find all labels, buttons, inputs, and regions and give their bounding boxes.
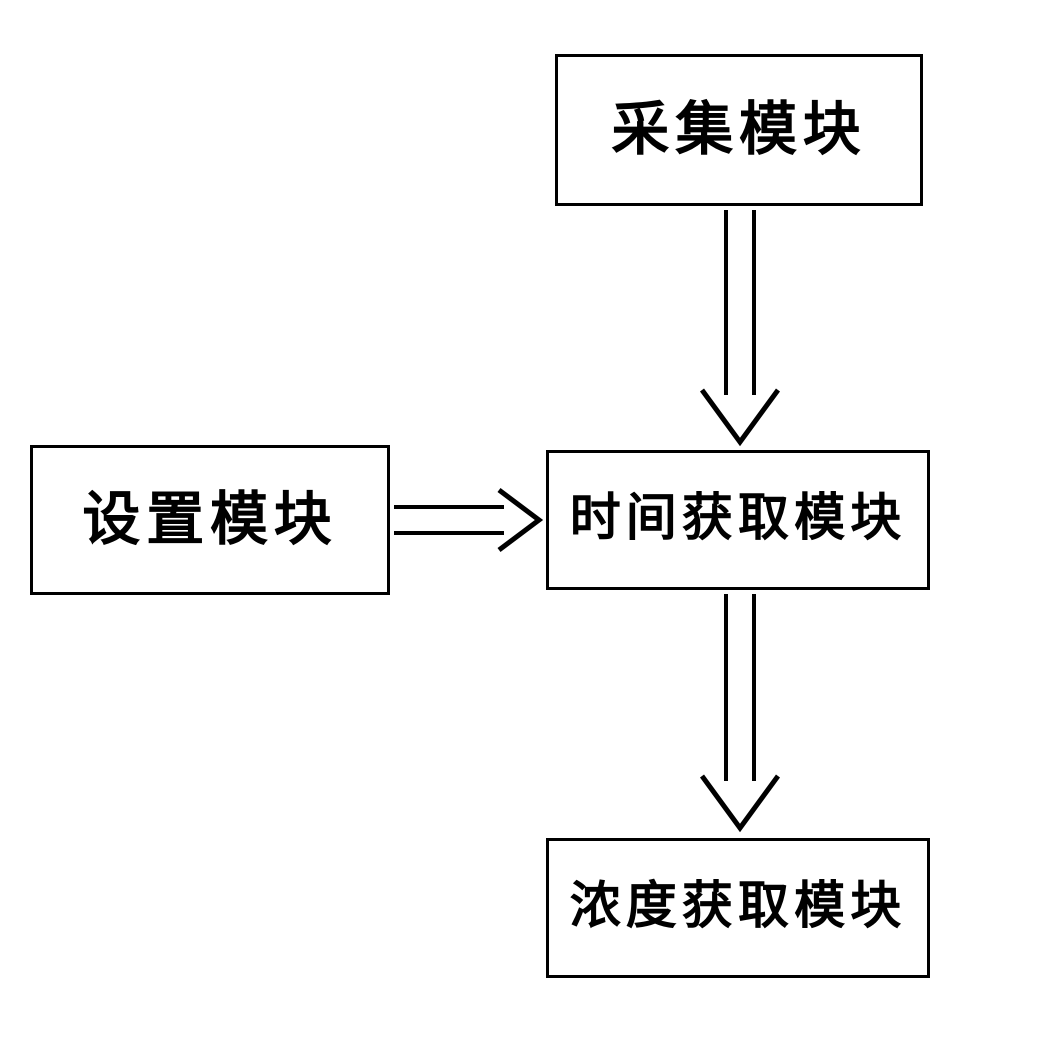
- arrow-collect-to-time: [690, 210, 790, 448]
- collect-module-box: 采集模块: [555, 54, 923, 206]
- concentration-module-box: 浓度获取模块: [546, 838, 930, 978]
- settings-module-box: 设置模块: [30, 445, 390, 595]
- concentration-module-label: 浓度获取模块: [570, 877, 907, 938]
- collect-module-label: 采集模块: [611, 95, 866, 165]
- arrow-settings-to-time: [394, 485, 544, 555]
- time-module-box: 时间获取模块: [546, 450, 930, 590]
- settings-module-label: 设置模块: [82, 485, 337, 555]
- time-module-label: 时间获取模块: [570, 489, 907, 550]
- arrow-time-to-concentration: [690, 594, 790, 834]
